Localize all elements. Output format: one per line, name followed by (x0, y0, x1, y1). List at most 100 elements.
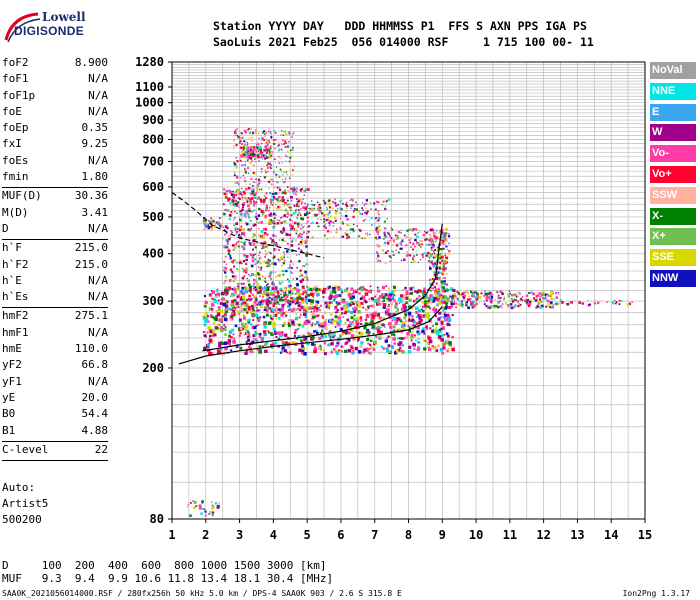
echo-dot (266, 265, 268, 268)
echo-dot (223, 188, 226, 191)
echo-dot (376, 211, 380, 214)
echo-dot (457, 292, 460, 295)
echo-dot (268, 331, 271, 334)
echo-dot (262, 244, 265, 246)
echo-dot (373, 340, 377, 345)
echo-dot (317, 225, 320, 228)
echo-dot (335, 228, 338, 231)
echo-dot (243, 143, 246, 146)
echo-dot (209, 510, 213, 514)
echo-dot (437, 271, 440, 274)
echo-dot (355, 320, 359, 324)
echo-dot (242, 270, 246, 273)
echo-dot (299, 232, 302, 236)
echo-dot (244, 351, 248, 355)
echo-dot (436, 332, 440, 336)
echo-dot (269, 167, 272, 170)
echo-dot (210, 217, 213, 220)
echo-dot (261, 287, 264, 290)
echo-dot (211, 315, 215, 319)
echo-dot (311, 207, 314, 210)
echo-dot (266, 304, 269, 307)
echo-dot (335, 301, 338, 304)
echo-dot (442, 239, 445, 243)
echo-dot (226, 240, 229, 243)
echo-dot (325, 305, 329, 309)
param-label: foF1p (2, 88, 36, 102)
echo-dot (421, 305, 424, 308)
echo-dot (242, 314, 245, 317)
echo-dot (285, 287, 288, 289)
echo-dot (417, 332, 421, 336)
echo-dot (262, 211, 264, 214)
echo-dot (263, 197, 266, 200)
echo-dot (376, 220, 378, 222)
echo-dot (272, 220, 275, 223)
echo-dot (259, 316, 262, 318)
echo-dot (217, 221, 220, 224)
echo-dot (288, 185, 291, 188)
echo-dot (267, 180, 270, 183)
echo-dot (249, 201, 253, 204)
echo-dot (312, 295, 315, 298)
echo-dot (327, 213, 330, 216)
echo-dot (426, 342, 429, 345)
echo-dot (273, 222, 276, 225)
echo-dot (364, 292, 369, 296)
echo-dot (327, 201, 329, 204)
echo-dot (528, 300, 532, 304)
echo-dot (243, 253, 246, 257)
echo-dot (205, 225, 208, 228)
echo-dot (316, 201, 319, 203)
echo-dot (415, 315, 418, 319)
echo-dot (384, 236, 386, 239)
echo-dot (400, 244, 403, 246)
echo-dot (435, 347, 437, 350)
echo-dot (302, 226, 305, 229)
echo-dot (268, 181, 271, 184)
legend-item: X- (650, 207, 696, 225)
echo-dot (246, 144, 248, 146)
echo-dot (272, 234, 275, 237)
echo-dot (266, 310, 269, 312)
echo-dot (449, 287, 454, 291)
echo-dot (355, 331, 358, 333)
echo-dot (349, 325, 352, 328)
echo-dot (441, 326, 446, 330)
echo-dot (207, 343, 211, 347)
echo-dot (321, 315, 324, 318)
echo-dot (264, 306, 267, 309)
echo-dot (428, 238, 432, 241)
echo-dot (247, 331, 251, 335)
echo-dot (245, 170, 247, 172)
echo-dot (287, 267, 290, 270)
echo-dot (216, 323, 220, 326)
echo-dot (425, 238, 428, 241)
echo-dot (256, 144, 258, 146)
echo-dot (306, 226, 309, 228)
echo-dot (228, 279, 232, 282)
param-label: D (2, 221, 9, 235)
echo-dot (281, 232, 284, 235)
echo-dot (231, 299, 235, 303)
echo-dot (323, 341, 327, 345)
echo-dot (286, 242, 289, 245)
echo-dot (386, 217, 389, 220)
echo-dot (260, 247, 263, 250)
echo-dot (239, 159, 242, 162)
echo-dot (254, 295, 257, 298)
echo-dot (320, 218, 322, 221)
echo-dot (415, 310, 419, 314)
echo-dot (248, 298, 251, 300)
echo-dot (244, 287, 248, 290)
echo-dot (235, 190, 237, 193)
echo-dot (555, 302, 558, 304)
echo-dot (211, 308, 214, 311)
echo-dot (306, 319, 309, 323)
echo-dot (444, 318, 448, 322)
echo-dot (245, 340, 248, 343)
echo-dot (423, 347, 427, 351)
echo-dot (364, 211, 366, 214)
echo-dot (337, 203, 340, 206)
echo-dot (256, 196, 259, 200)
